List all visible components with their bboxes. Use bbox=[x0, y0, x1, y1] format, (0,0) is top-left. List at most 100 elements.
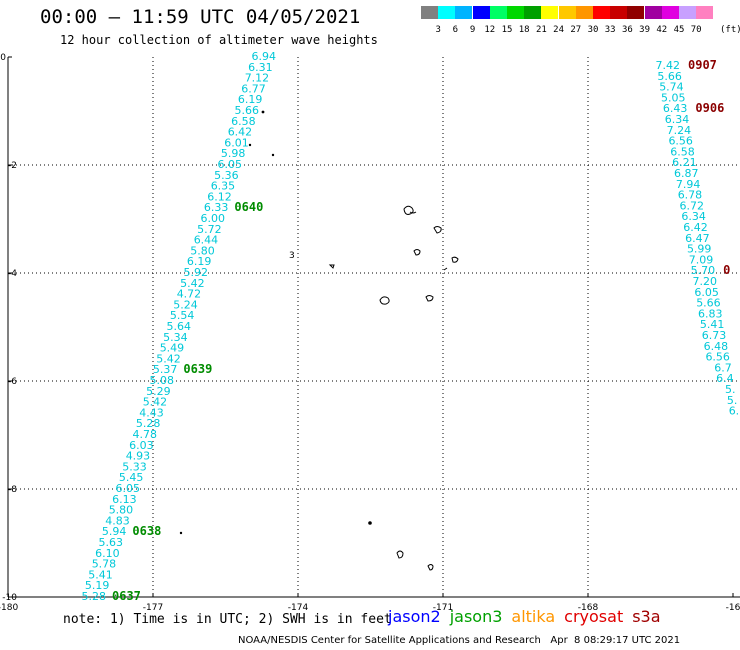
wave-height-value: 5.08 bbox=[150, 374, 175, 387]
track-right-times: 0907 0906 0 bbox=[688, 58, 730, 277]
legend-item-jason3: jason3 bbox=[449, 607, 503, 626]
wave-height-value: 5.66 bbox=[657, 70, 682, 83]
color-scale-label: 3 bbox=[435, 25, 441, 35]
color-scale-label: 42 bbox=[656, 25, 668, 35]
island-dot bbox=[261, 110, 265, 114]
track-left-times: 0640 0639 0638 0637 bbox=[112, 200, 263, 603]
wave-height-value: 6.78 bbox=[678, 189, 703, 202]
wave-height-value: 6.19 bbox=[187, 255, 212, 268]
wave-height-value: 6.05 bbox=[218, 158, 243, 171]
x-tick-label: -16 bbox=[726, 603, 740, 613]
island-dot bbox=[248, 143, 252, 147]
wave-height-value: 5.80 bbox=[190, 244, 215, 257]
wave-height-value: 5.05 bbox=[661, 91, 686, 104]
color-scale-label: 9 bbox=[469, 25, 476, 35]
color-scale-label: 39 bbox=[639, 25, 651, 35]
wave-height-value: 4.72 bbox=[177, 288, 202, 301]
wave-height-value: 6.12 bbox=[207, 190, 232, 203]
color-swatch bbox=[558, 6, 576, 19]
color-swatch bbox=[610, 6, 628, 19]
color-swatch bbox=[455, 6, 473, 19]
pass-time-label: 0906 bbox=[695, 101, 724, 115]
wave-height-value: 6.94 bbox=[252, 50, 277, 63]
color-scale-label: 24 bbox=[553, 25, 565, 35]
wave-height-value: 5.42 bbox=[156, 352, 181, 365]
wave-height-value: 6.73 bbox=[702, 329, 727, 342]
wave-height-value: 6.10 bbox=[95, 547, 120, 560]
color-scale-label: 15 bbox=[501, 25, 513, 35]
color-swatch bbox=[627, 6, 645, 19]
island-outline bbox=[403, 205, 417, 215]
x-tick-label: -180 bbox=[0, 603, 18, 613]
wave-height-value: 5.64 bbox=[167, 320, 192, 333]
wave-height-value: 6.03 bbox=[129, 439, 154, 452]
wave-height-value: 6.44 bbox=[194, 234, 219, 247]
credit-line: NOAA/NESDIS Center for Satellite Applica… bbox=[238, 635, 681, 646]
wave-height-value: 6.7 bbox=[714, 361, 732, 374]
pass-time-label: 0907 bbox=[688, 58, 717, 72]
wave-height-value: 5.78 bbox=[92, 558, 117, 571]
map-grid bbox=[7, 57, 740, 598]
wave-height-value: 6.43 bbox=[663, 102, 688, 115]
island-outlines: 3 bbox=[179, 110, 459, 571]
track-left-values: 6.946.317.126.776.195.666.586.426.015.98… bbox=[82, 50, 277, 603]
x-tick-label: -174 bbox=[288, 603, 309, 613]
island-label: 3 bbox=[289, 251, 295, 261]
island-outline bbox=[328, 264, 335, 269]
wave-height-value: 6.01 bbox=[224, 136, 249, 149]
color-swatch bbox=[524, 6, 542, 19]
color-swatch bbox=[541, 6, 559, 19]
wave-height-value: 5.66 bbox=[696, 297, 721, 310]
island-outline bbox=[413, 249, 421, 256]
y-tick-label: 0 bbox=[0, 53, 6, 63]
wave-height-value: 6.00 bbox=[201, 212, 226, 225]
page-title: 00:00 — 11:59 UTC 04/05/2021 bbox=[40, 6, 361, 28]
wave-height-value: 5.41 bbox=[700, 318, 725, 331]
wave-height-value: 5.54 bbox=[170, 309, 195, 322]
legend-item-jason2: jason2 bbox=[388, 607, 441, 626]
wave-height-value: 7.94 bbox=[676, 178, 701, 191]
wave-height-value: 5.98 bbox=[221, 147, 246, 160]
pass-time-label: 0 bbox=[723, 263, 730, 277]
wave-height-value: 6.58 bbox=[670, 145, 695, 158]
color-swatch bbox=[593, 6, 610, 19]
color-scale-label: 6 bbox=[452, 25, 459, 35]
x-tick-label: -168 bbox=[578, 603, 599, 613]
wave-height-value: 5.42 bbox=[180, 277, 205, 290]
legend-item-s3a: s3a bbox=[632, 607, 661, 626]
pass-time-label: 0640 bbox=[234, 200, 263, 214]
color-scale-label: 33 bbox=[604, 25, 616, 35]
island-outline bbox=[433, 226, 442, 234]
track-right-values: 7.425.665.745.056.436.347.246.566.586.21… bbox=[656, 59, 740, 418]
footer-note: note: 1) Time is in UTC; 2) SWH is in fe… bbox=[63, 612, 392, 627]
wave-height-value: 6.35 bbox=[211, 180, 236, 193]
wave-height-value: 6.56 bbox=[705, 351, 730, 364]
wave-height-value: 5. bbox=[725, 383, 736, 396]
wave-height-value: 4.83 bbox=[105, 514, 130, 527]
wave-height-value: 5.66 bbox=[235, 104, 260, 117]
wave-height-value: 7.20 bbox=[693, 275, 718, 288]
wave-height-value: 6.21 bbox=[672, 156, 697, 169]
legend-item-altika: altika bbox=[511, 607, 556, 626]
wave-height-value: 6.77 bbox=[241, 82, 266, 95]
island-dot bbox=[179, 531, 183, 535]
color-swatch bbox=[575, 6, 593, 19]
wave-height-value: 5.34 bbox=[163, 331, 188, 344]
color-scale-label: 21 bbox=[535, 25, 547, 35]
wave-height-value: 6.83 bbox=[698, 307, 723, 320]
wave-height-value: 6.47 bbox=[685, 232, 710, 245]
satellite-legend: jason2 jason3 altika cryosat s3a bbox=[388, 607, 661, 626]
wave-height-value: 5.28 bbox=[82, 590, 107, 603]
color-scale-label: 70 bbox=[690, 25, 702, 35]
wave-height-value: 7.09 bbox=[689, 253, 714, 266]
x-tick-label: -171 bbox=[433, 603, 453, 613]
wave-height-value: 7.24 bbox=[667, 124, 692, 137]
wave-height-value: 6.05 bbox=[116, 482, 141, 495]
wave-height-value: 5.80 bbox=[109, 504, 134, 517]
wave-height-value: 7.42 bbox=[656, 59, 681, 72]
legend-item-cryosat: cryosat bbox=[564, 607, 624, 626]
wave-height-value: 5.63 bbox=[99, 536, 124, 549]
color-swatch bbox=[438, 6, 456, 19]
wave-height-value: 5.72 bbox=[197, 223, 222, 236]
wave-height-value: 5.33 bbox=[122, 460, 147, 473]
